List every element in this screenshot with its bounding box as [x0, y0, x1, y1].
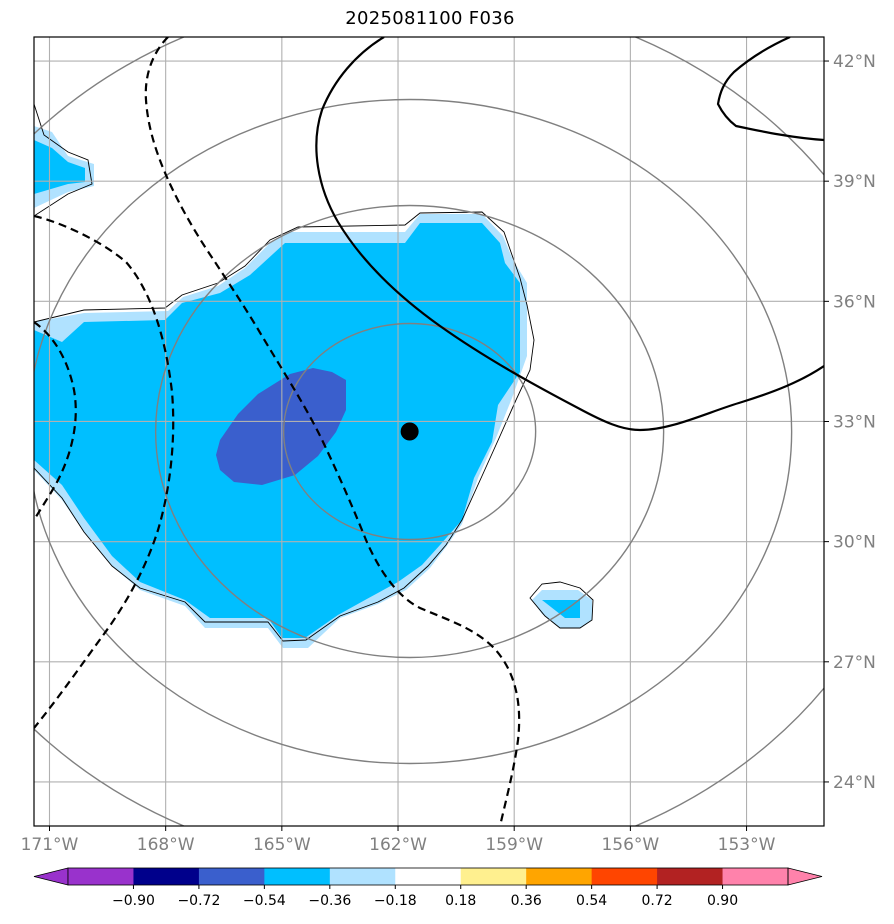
colorbar-tick-label: −0.54 — [243, 893, 286, 909]
dashed-contour-west — [34, 214, 175, 729]
colorbar-tick-label: 0.18 — [445, 893, 476, 909]
colorbar-swatch — [68, 868, 134, 885]
colorbar-swatch — [395, 868, 462, 885]
colorbar-swatch — [722, 868, 789, 885]
latitude-labels: 42°N 39°N 36°N 33°N 30°N 27°N 24°N — [824, 52, 876, 793]
colorbar-swatch — [264, 868, 331, 885]
outline-main — [34, 211, 535, 642]
outline-islet — [529, 581, 594, 629]
lat-tick-label: 39°N — [833, 172, 876, 192]
colorbar-swatch — [591, 868, 658, 885]
anomaly-core — [216, 368, 346, 485]
plot-frame — [33, 36, 825, 827]
solid-contour-main — [315, 37, 824, 432]
range-ring — [154, 204, 665, 659]
colorbar-swatch — [198, 868, 265, 885]
anomaly-region-islet — [542, 600, 580, 618]
lon-tick-label: 162°W — [369, 835, 427, 855]
range-rings — [34, 37, 824, 826]
colorbar-swatch — [526, 868, 593, 885]
range-ring — [34, 98, 793, 765]
lat-tick-label: 33°N — [833, 412, 876, 432]
lon-tick-label: 171°W — [21, 835, 79, 855]
lat-tick-label: 27°N — [833, 653, 876, 673]
colorbar-frame — [67, 867, 789, 886]
dashed-contour-center — [144, 37, 521, 826]
lat-tick-label: 24°N — [833, 773, 876, 793]
solid-contours — [315, 37, 824, 432]
lat-tick-label: 42°N — [833, 52, 876, 72]
graticule — [34, 37, 824, 826]
lat-tick-label: 30°N — [833, 533, 876, 553]
colorbar-tick-label: 0.54 — [576, 893, 607, 909]
range-ring — [282, 322, 537, 541]
colorbar-tick-label: −0.90 — [112, 893, 155, 909]
outline-north — [34, 103, 93, 217]
dashed-contour-far-west — [34, 321, 77, 521]
colorbar-tick-label: 0.90 — [707, 893, 738, 909]
colorbar-swatch — [329, 868, 396, 885]
lon-tick-label: 165°W — [253, 835, 311, 855]
map-title: 2025081100 F036 — [345, 8, 515, 29]
colorbar-tick-label: −0.18 — [374, 893, 417, 909]
colorbar-extend-max — [787, 867, 823, 886]
longitude-labels: 171°W 168°W 165°W 162°W 159°W 156°W 153°W — [21, 826, 776, 855]
colorbar-swatch — [133, 868, 200, 885]
colorbar-swatch — [657, 868, 724, 885]
colorbar-tick-label: −0.36 — [308, 893, 351, 909]
colorbar-extend-min — [33, 867, 69, 886]
lat-tick-label: 36°N — [833, 292, 876, 312]
dashed-contours — [34, 37, 521, 826]
colorbar-tick-label: 0.72 — [642, 893, 673, 909]
solid-contour-northeast — [716, 37, 824, 142]
field-outlines — [34, 103, 594, 642]
colorbar-swatch — [460, 868, 527, 885]
lon-tick-label: 156°W — [601, 835, 659, 855]
anomaly-region-north — [34, 140, 85, 194]
colorbar-tick-label: 0.36 — [511, 893, 542, 909]
map-plot-area — [34, 37, 824, 826]
center-marker — [400, 422, 419, 441]
lon-tick-label: 153°W — [718, 835, 776, 855]
lon-tick-label: 159°W — [485, 835, 543, 855]
colorbar: −0.90 −0.72 −0.54 −0.36 −0.18 0.18 0.36 0.54 0.7… — [33, 867, 823, 909]
colorbar-tick-label: −0.72 — [177, 893, 220, 909]
lon-tick-label: 168°W — [137, 835, 195, 855]
